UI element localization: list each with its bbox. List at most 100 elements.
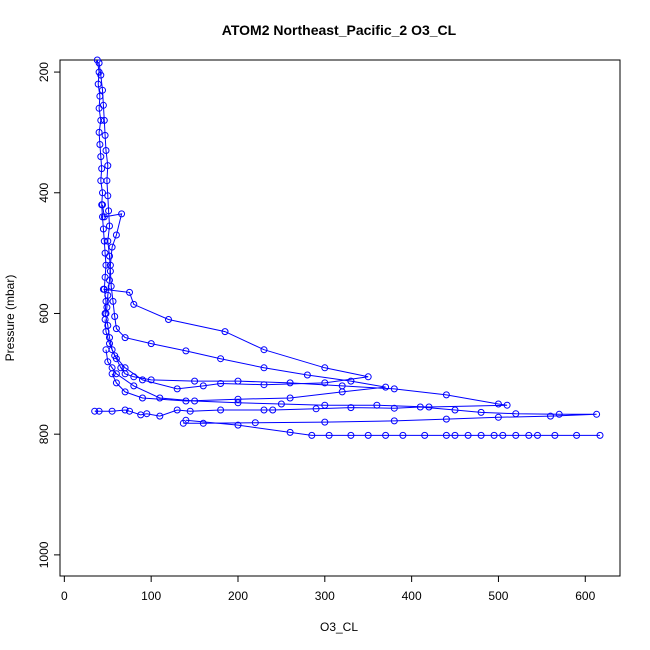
data-point: [416, 403, 424, 411]
y-tick-label: 600: [37, 303, 51, 323]
data-point: [108, 407, 116, 415]
data-point: [286, 428, 294, 436]
data-point: [442, 415, 450, 423]
data-point: [173, 406, 181, 414]
data-point: [100, 213, 108, 221]
data-point: [126, 288, 133, 296]
x-tick-label: 200: [228, 589, 248, 603]
series-line: [94, 406, 597, 424]
data-point: [260, 406, 268, 414]
data-point: [105, 207, 113, 215]
data-point: [182, 347, 190, 355]
data-point: [95, 59, 103, 67]
data-point: [199, 382, 207, 390]
data-point: [165, 316, 172, 323]
data-point: [347, 377, 355, 385]
series-1: [95, 59, 390, 405]
data-point: [234, 395, 242, 403]
data-point: [101, 131, 109, 139]
series-4: [99, 285, 372, 393]
data-point: [464, 431, 472, 439]
x-tick-label: 400: [402, 589, 422, 603]
data-point: [117, 364, 125, 372]
data-point: [108, 370, 116, 378]
data-point: [95, 407, 103, 415]
data-point: [182, 416, 190, 424]
plot-frame: [59, 59, 621, 577]
data-point: [512, 431, 520, 439]
x-tick-label: 500: [488, 589, 508, 603]
data-point: [182, 397, 190, 405]
y-axis: 200 400 600 800 1000: [37, 62, 61, 568]
data-point: [512, 410, 520, 418]
series-line: [103, 288, 369, 390]
data-point: [442, 431, 450, 439]
data-point: [260, 364, 268, 372]
data-point: [596, 431, 604, 439]
data-point: [99, 285, 107, 293]
data-point: [490, 431, 498, 439]
data-point: [102, 261, 110, 269]
data-point: [382, 431, 390, 439]
data-point: [106, 340, 113, 348]
data-point: [102, 328, 110, 336]
data-point: [102, 310, 110, 317]
data-point: [321, 418, 329, 426]
data-point: [382, 383, 390, 391]
data-point: [112, 370, 120, 378]
data-point: [96, 141, 104, 148]
data-point: [390, 385, 398, 393]
data-point: [555, 410, 563, 418]
data-point: [139, 376, 146, 384]
data-point: [104, 192, 112, 200]
x-axis-label: O3_CL: [320, 620, 358, 634]
data-point: [251, 419, 259, 427]
data-point: [100, 116, 108, 124]
data-point: [217, 380, 225, 387]
data-point: [451, 431, 459, 439]
data-point: [108, 243, 116, 251]
data-point: [112, 231, 120, 239]
data-point: [143, 410, 151, 418]
series-line: [96, 59, 508, 408]
data-point: [147, 376, 155, 384]
series-line: [102, 204, 123, 314]
data-point: [112, 325, 120, 333]
data-point: [95, 128, 103, 136]
data-point: [94, 80, 102, 88]
data-point: [130, 300, 138, 308]
data-point: [186, 407, 194, 415]
data-point: [234, 399, 242, 407]
data-point: [494, 400, 502, 408]
data-point: [286, 394, 294, 402]
data-point: [277, 400, 285, 408]
data-point: [260, 381, 268, 389]
chart-title: ATOM2 Northeast_Pacific_2 O3_CL: [222, 22, 457, 38]
data-point: [321, 379, 329, 387]
data-point: [221, 328, 229, 336]
data-point: [308, 431, 316, 439]
data-point: [121, 388, 129, 396]
y-tick-label: 200: [37, 62, 51, 82]
data-point: [234, 421, 242, 429]
y-axis-label: Pressure (mbar): [3, 275, 17, 362]
data-point: [99, 86, 106, 94]
series-line: [98, 62, 386, 402]
data-point: [321, 364, 329, 372]
data-point: [121, 364, 129, 372]
data-point: [269, 406, 277, 414]
data-point: [442, 391, 450, 399]
data-point: [286, 379, 294, 387]
data-point: [325, 431, 333, 439]
data-point: [173, 385, 181, 393]
data-point: [91, 407, 99, 415]
data-point: [99, 189, 106, 197]
data-point: [477, 431, 485, 439]
series-5: [99, 201, 126, 317]
x-tick-label: 300: [315, 589, 335, 603]
series-line: [185, 419, 600, 436]
data-point: [126, 407, 133, 415]
series-0: [93, 56, 511, 411]
data-point: [338, 388, 346, 396]
